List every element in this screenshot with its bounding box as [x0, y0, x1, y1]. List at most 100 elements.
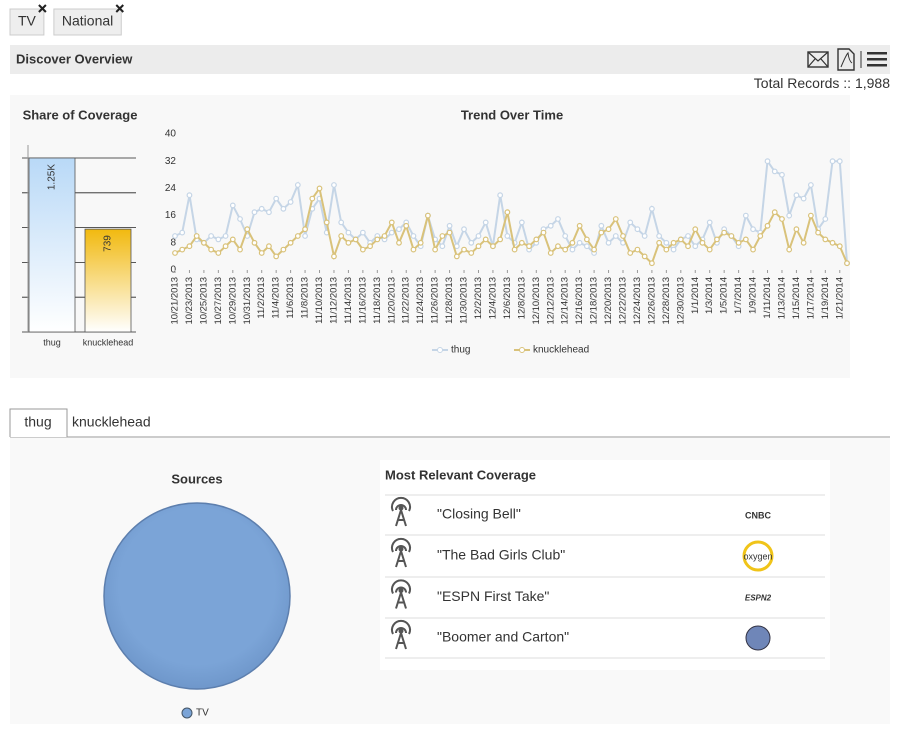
coverage-item-title[interactable]: "Closing Bell": [437, 506, 521, 522]
x-tick-label: 1/17/2014: [805, 277, 816, 319]
point: [280, 246, 287, 253]
point: [677, 236, 684, 243]
chart-title: Sources: [171, 471, 222, 486]
close-icon[interactable]: [115, 4, 124, 13]
x-tick-label: 12/10/2013: [531, 277, 542, 325]
point: [547, 250, 554, 256]
x-tick-label: 1/3/2014: [704, 277, 715, 314]
point: [742, 212, 749, 219]
y-tick-label: 32: [165, 156, 177, 167]
menu-icon[interactable]: [867, 52, 887, 67]
x-tick-label: 11/18/2013: [372, 277, 383, 324]
point: [237, 216, 243, 222]
point: [497, 192, 504, 199]
broadcast-icon: [391, 537, 411, 568]
tab[interactable]: thug: [24, 414, 51, 430]
point: [627, 219, 634, 226]
point: [800, 239, 807, 246]
x-tick-label: 1/11/2014: [762, 277, 773, 319]
filter-chip-label: National: [62, 13, 113, 29]
coverage-item-title[interactable]: "Boomer and Carton": [437, 629, 569, 645]
coverage-item-title[interactable]: "The Bad Girls Club": [437, 547, 565, 563]
filter-chip[interactable]: [9, 8, 45, 36]
point: [670, 239, 677, 246]
x-tick-label: 12/20/2013: [603, 277, 614, 325]
x-tick-label: thug: [43, 337, 61, 347]
network-logo: CNBC: [745, 510, 771, 520]
point: [518, 219, 525, 226]
point: [172, 250, 178, 256]
point: [186, 192, 193, 199]
x-tick-label: 12/16/2013: [574, 277, 585, 325]
x-tick-label: 11/20/2013: [386, 277, 397, 324]
broadcast-icon: [391, 579, 411, 609]
point: [410, 233, 417, 239]
point: [685, 243, 691, 250]
point: [757, 233, 764, 239]
point: [670, 246, 677, 253]
y-tick-label: 8: [170, 237, 176, 248]
x-tick-label: 11/14/2013: [343, 277, 354, 324]
coverage-item-title[interactable]: "ESPN First Take": [437, 588, 549, 604]
point: [641, 253, 648, 260]
tab-active[interactable]: [9, 408, 68, 437]
x-tick-label: 11/30/2013: [459, 277, 470, 324]
point: [266, 243, 272, 250]
x-tick-label: 1/19/2014: [820, 277, 831, 319]
point: [258, 205, 265, 212]
point: [721, 229, 728, 236]
point: [641, 233, 648, 239]
network-logo: ESPN2: [745, 594, 772, 603]
broadcast-icon: [391, 619, 411, 650]
point: [605, 239, 612, 246]
point: [569, 246, 576, 253]
filter-chip[interactable]: [53, 8, 122, 36]
point: [374, 236, 381, 243]
pdf-icon[interactable]: [837, 48, 855, 71]
legend-label: TV: [196, 708, 209, 719]
point: [331, 182, 337, 188]
point: [692, 243, 699, 250]
x-tick-label: knucklehead: [83, 337, 134, 347]
point: [388, 229, 395, 236]
point: [591, 246, 597, 253]
point: [786, 246, 793, 253]
x-tick-label: 12/28/2013: [661, 277, 672, 325]
point: [439, 233, 446, 239]
close-icon[interactable]: [38, 4, 47, 13]
point: [345, 229, 352, 236]
x-tick-label: 1/13/2014: [776, 277, 787, 319]
x-tick-label: 11/22/2013: [401, 277, 412, 324]
value-label: 1.25K: [47, 164, 58, 190]
point: [345, 239, 352, 246]
point: [786, 212, 793, 219]
point: [179, 229, 186, 236]
point: [316, 185, 323, 192]
chart-title: Share of Coverage: [23, 107, 138, 122]
y-tick-label: 16: [165, 210, 177, 221]
mail-icon[interactable]: [807, 51, 829, 68]
point: [215, 236, 222, 243]
y-tick-label: 40: [165, 129, 177, 140]
point: [302, 233, 308, 239]
total-value: 1,988: [855, 75, 890, 91]
x-tick-label: 11/24/2013: [415, 277, 426, 324]
point: [215, 250, 222, 256]
broadcast-icon-arcs: [391, 496, 411, 512]
point: [656, 239, 663, 246]
point: [526, 243, 532, 250]
point: [461, 226, 467, 233]
broadcast-icon-tower: [395, 547, 407, 568]
point: [764, 158, 771, 165]
point: [410, 246, 417, 253]
point: [201, 239, 207, 246]
point: [562, 246, 569, 253]
point: [359, 229, 366, 236]
x-tick-label: 10/31/2013: [242, 277, 253, 325]
x-tick-label: 10/25/2013: [198, 277, 209, 325]
tab[interactable]: knucklehead: [72, 414, 151, 430]
point: [649, 260, 655, 267]
point: [598, 229, 605, 236]
point: [742, 236, 749, 243]
